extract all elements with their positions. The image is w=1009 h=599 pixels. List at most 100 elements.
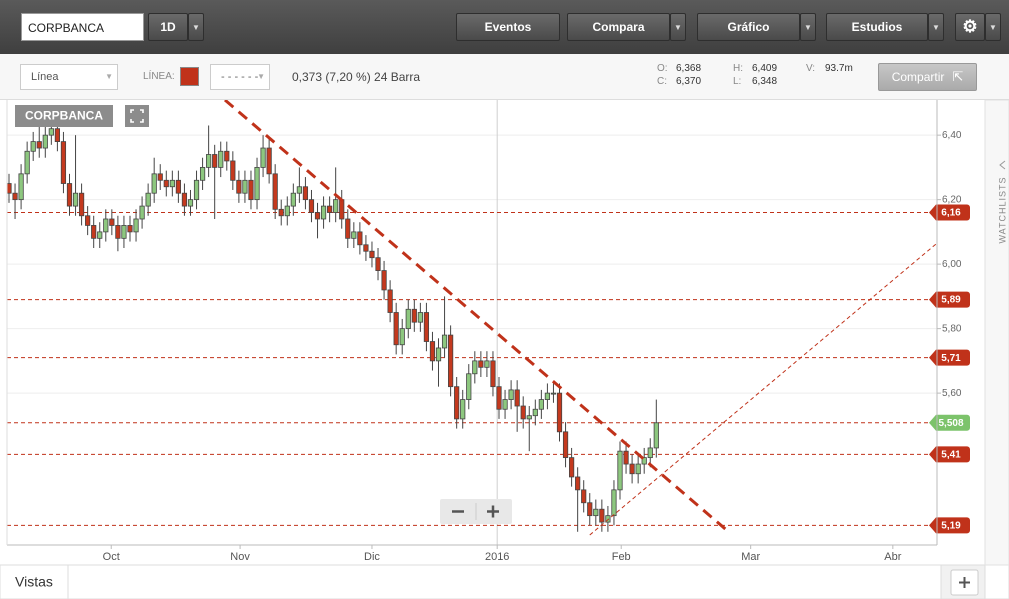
chart-button[interactable]: Gráfico [697, 13, 800, 41]
compare-button[interactable]: Compara [567, 13, 670, 41]
x-tick-label: Nov [230, 551, 250, 563]
y-tick-label: 6,00 [942, 259, 962, 270]
chart-style-select[interactable]: Línea ▼ [20, 64, 118, 90]
fullscreen-button[interactable] [125, 105, 149, 127]
candle-body [320, 205, 327, 220]
candle-body [647, 447, 653, 459]
zoom-control[interactable] [440, 499, 512, 524]
level-tag [929, 204, 970, 221]
share-label: Compartir [891, 70, 945, 84]
events-button[interactable]: Eventos [456, 13, 560, 41]
candle-body [145, 192, 151, 207]
candle-body [405, 308, 411, 330]
candle-body [544, 392, 551, 400]
candle-body [375, 257, 381, 271]
x-tick-label: Feb [612, 551, 631, 563]
candle-body [460, 399, 466, 420]
symbol-input[interactable]: CORPBANCA [21, 13, 144, 41]
candle-body [42, 134, 48, 149]
candle-body [109, 218, 115, 226]
candle-body [121, 225, 127, 239]
ohlc-value: 6,368 [676, 63, 702, 74]
candle-body [484, 360, 490, 368]
candle-body [423, 312, 430, 342]
candle-body [623, 450, 629, 465]
zoom-in[interactable] [487, 505, 499, 518]
ohlc-key: L: [733, 76, 742, 87]
studies-dropdown[interactable]: ▼ [928, 13, 944, 41]
y-tick-label: 5,80 [942, 323, 962, 334]
share-button[interactable]: Compartir ⇱ [878, 63, 977, 91]
level-label: 5,89 [941, 295, 961, 306]
candle-body [490, 360, 496, 388]
watchlist-panel [984, 99, 1009, 566]
candle-body [91, 225, 97, 239]
interval-dropdown[interactable]: ▼ [188, 13, 204, 41]
chart-title: CORPBANCA [25, 109, 103, 123]
candle-body [629, 463, 635, 475]
candle-body [157, 173, 163, 181]
line-style-select[interactable]: - - - - - - ▼ [210, 64, 270, 90]
candle-body [272, 173, 278, 210]
candle-body [448, 334, 454, 388]
candle-body [556, 392, 563, 433]
candle-body [48, 128, 54, 136]
candle-body [163, 179, 169, 188]
plot-background [0, 100, 1009, 565]
change-text: 0,373 (7,20 %) 24 Barra [292, 70, 421, 84]
candle-body [562, 431, 569, 459]
candle-body [502, 399, 508, 410]
settings-dropdown[interactable]: ▼ [985, 13, 1001, 41]
y-tick-label: 6,40 [942, 130, 962, 141]
x-tick-label: Mar [741, 551, 760, 563]
settings-button[interactable]: ⚙ [955, 13, 985, 41]
compare-dropdown[interactable]: ▼ [670, 13, 686, 41]
candle-body [429, 341, 436, 362]
candle-body [454, 386, 460, 420]
x-tick-label: Abr [884, 551, 901, 563]
candle-body [24, 150, 30, 175]
candle-body [351, 231, 357, 239]
interval-button[interactable]: 1D [148, 13, 188, 41]
candle-body [60, 141, 67, 184]
candle-body [441, 334, 448, 349]
candle-body [236, 179, 242, 194]
chart-style: Línea [31, 71, 59, 83]
candle-body [478, 360, 484, 368]
candle-body [284, 205, 290, 217]
candle-body [314, 212, 321, 220]
candle-body [181, 192, 188, 207]
candle-body [212, 154, 218, 168]
candle-body [599, 508, 605, 523]
candle-body [575, 476, 581, 491]
candle-body [302, 186, 309, 201]
views-label[interactable]: Vistas [15, 574, 53, 590]
add-view-button[interactable] [950, 569, 979, 596]
candle-body [187, 199, 194, 207]
candle-body [496, 386, 502, 410]
candle-body [206, 154, 212, 168]
candle-body [97, 231, 103, 239]
candle-body [435, 347, 442, 362]
candle-body [78, 192, 85, 217]
line-color-swatch[interactable] [180, 67, 199, 86]
chart-dropdown[interactable]: ▼ [800, 13, 816, 41]
candle-body [242, 179, 248, 194]
level-tag [929, 414, 970, 431]
watchlist-arrow[interactable] [999, 160, 1006, 170]
candle-body [466, 373, 472, 400]
candle-body [66, 183, 73, 207]
watchlists-label[interactable]: WATCHLISTS [997, 176, 1007, 243]
studies-button[interactable]: Estudios [826, 13, 928, 41]
footer-bar [0, 564, 1009, 599]
candle-body [472, 360, 478, 375]
candle-body [12, 192, 18, 201]
candle-body [248, 179, 254, 201]
candle-body [605, 515, 611, 523]
candle-body [569, 457, 575, 478]
candle-body [308, 199, 315, 213]
candle-body [266, 147, 272, 175]
candle-body [399, 328, 405, 346]
candle-body [357, 231, 363, 246]
